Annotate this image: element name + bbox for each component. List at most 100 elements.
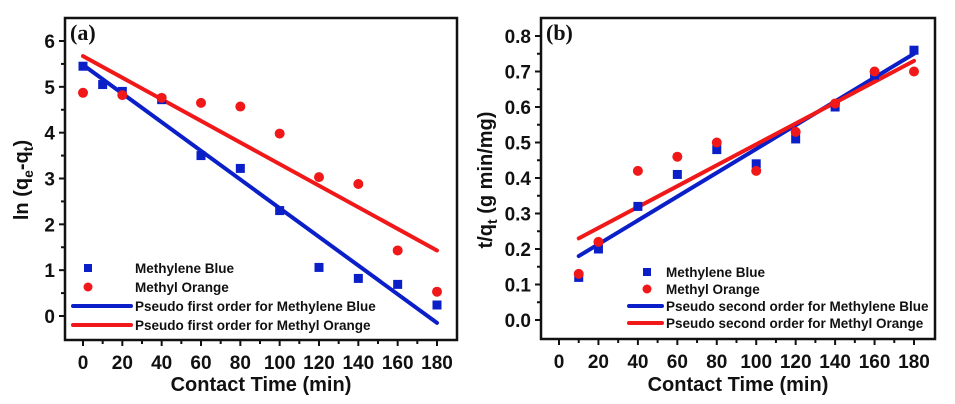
y-tick-label: 0.6 xyxy=(505,98,531,119)
chart-panel-b: 0 20 40 60 80 100 120 140 160 180 0.0 0.1 0.2 0.3 0.4 0… xyxy=(475,16,937,396)
x-tick-label: 0 xyxy=(78,353,89,374)
x-tick-label: 80 xyxy=(706,352,727,373)
data-point-circle xyxy=(353,179,364,189)
panel-label: (a) xyxy=(70,20,96,45)
plot-frame xyxy=(63,16,459,342)
legend-label: Methylene Blue xyxy=(135,261,235,276)
data-point-square xyxy=(196,151,206,161)
legend-marker-circle xyxy=(642,284,652,294)
y-tick-label: 6 xyxy=(44,32,55,53)
fit-line xyxy=(81,62,439,325)
x-tick-label: 180 xyxy=(421,353,453,374)
data-point-square xyxy=(314,262,324,272)
y-tick-label: 0.5 xyxy=(505,134,532,155)
legend: Methylene Blue Methyl Orange Pseudo first … xyxy=(71,261,376,333)
y-axis-label: ln (qe-qt) xyxy=(11,140,36,220)
data-point-circle xyxy=(909,66,919,77)
x-tick-label: 100 xyxy=(740,352,772,373)
y-axis-label-part: -q xyxy=(11,151,33,170)
y-tick-label: 0.4 xyxy=(505,169,532,190)
panel-label: (b) xyxy=(546,20,573,45)
x-tick-label: 160 xyxy=(859,352,891,373)
data-point-square xyxy=(98,80,108,90)
data-point-square xyxy=(633,201,643,211)
data-point-square xyxy=(275,206,285,216)
y-tick-label: 2 xyxy=(44,215,55,236)
legend: Methylene Blue Methyl Orange Pseudo second… xyxy=(627,265,929,331)
data-point-square xyxy=(712,145,722,155)
y-axis-label-part: (g min/mg) xyxy=(475,112,497,220)
data-point-circle xyxy=(790,126,801,137)
legend-label: Methyl Orange xyxy=(135,280,229,295)
chart-panel-a: 0 20 40 60 80 100 120 140 160 180 0 1 2 3 4 5 6 Contact T… xyxy=(11,16,459,396)
data-point-circle xyxy=(392,245,403,256)
y-tick-label: 1 xyxy=(44,261,55,282)
y-axis-label-part: e xyxy=(20,170,36,178)
data-point-square xyxy=(751,159,761,169)
data-point-circle xyxy=(672,151,683,162)
x-tick-label: 20 xyxy=(588,352,609,373)
x-tick-label: 140 xyxy=(342,353,374,374)
legend-label: Pseudo second order for Methyl Orange xyxy=(666,316,924,331)
x-tick-label: 120 xyxy=(303,353,335,374)
data-point-circle xyxy=(235,101,246,112)
x-tick-label: 180 xyxy=(898,352,930,373)
data-point-square xyxy=(353,273,363,283)
x-tick-label: 120 xyxy=(780,352,812,373)
legend-label: Pseudo first order for Methylene Blue xyxy=(135,299,376,314)
data-point-square xyxy=(909,45,919,55)
data-point-circle xyxy=(593,236,604,247)
legend-label: Methyl Orange xyxy=(666,282,760,297)
data-point-circle xyxy=(751,165,762,176)
data-point-circle xyxy=(314,172,324,183)
fit-line xyxy=(576,51,916,259)
x-tick-label: 0 xyxy=(554,352,565,373)
data-point-square xyxy=(235,163,245,173)
data-point-square xyxy=(791,134,801,144)
x-tick-label: 80 xyxy=(230,353,251,374)
y-axis-label-part: t xyxy=(484,219,500,224)
y-tick-label: 0.0 xyxy=(505,311,531,332)
y-tick-label: 0.3 xyxy=(505,205,531,226)
x-axis-label: Contact Time (min) xyxy=(648,374,829,396)
data-point-circle xyxy=(196,97,206,108)
legend-label: Pseudo first order for Methyl Orange xyxy=(135,318,371,333)
data-point-square xyxy=(672,169,682,179)
y-axis-label-part: ) xyxy=(11,140,33,147)
legend-label: Pseudo second order for Methylene Blue xyxy=(666,299,929,314)
data-point-square xyxy=(593,244,603,254)
x-tick-label: 60 xyxy=(667,352,688,373)
fit-line xyxy=(81,54,439,253)
y-axis-label-part: t/q xyxy=(475,224,497,248)
y-tick-label: 3 xyxy=(44,170,55,191)
data-point-circle xyxy=(78,87,88,98)
fit-line xyxy=(576,58,916,241)
x-tick-label: 140 xyxy=(819,352,851,373)
data-point-circle xyxy=(274,128,285,139)
legend-marker-square xyxy=(643,268,651,276)
data-point-circle xyxy=(830,98,841,109)
x-tick-label: 60 xyxy=(190,353,211,374)
x-tick-label: 20 xyxy=(112,353,133,374)
y-tick-label: 5 xyxy=(44,78,55,99)
y-tick-label: 0.2 xyxy=(505,240,531,261)
data-point-square xyxy=(393,279,403,289)
y-tick-label: 0.1 xyxy=(505,276,532,297)
x-tick-label: 160 xyxy=(382,353,414,374)
data-point-circle xyxy=(869,66,880,77)
data-point-circle xyxy=(156,92,167,103)
data-point-circle xyxy=(632,165,643,176)
legend-label: Methylene Blue xyxy=(666,265,766,280)
data-point-circle xyxy=(432,286,442,297)
y-axis-label-part: ln (q xyxy=(11,178,33,220)
x-axis-label: Contact Time (min) xyxy=(171,374,352,396)
data-point-circle xyxy=(117,90,128,101)
y-tick-label: 4 xyxy=(44,124,55,145)
legend-marker-circle xyxy=(83,282,93,292)
x-tick-label: 100 xyxy=(264,353,296,374)
x-tick-label: 40 xyxy=(627,352,648,373)
y-tick-label: 0 xyxy=(44,307,55,328)
y-axis-label: t/qt (g min/mg) xyxy=(475,112,500,249)
data-point-circle xyxy=(573,268,584,279)
